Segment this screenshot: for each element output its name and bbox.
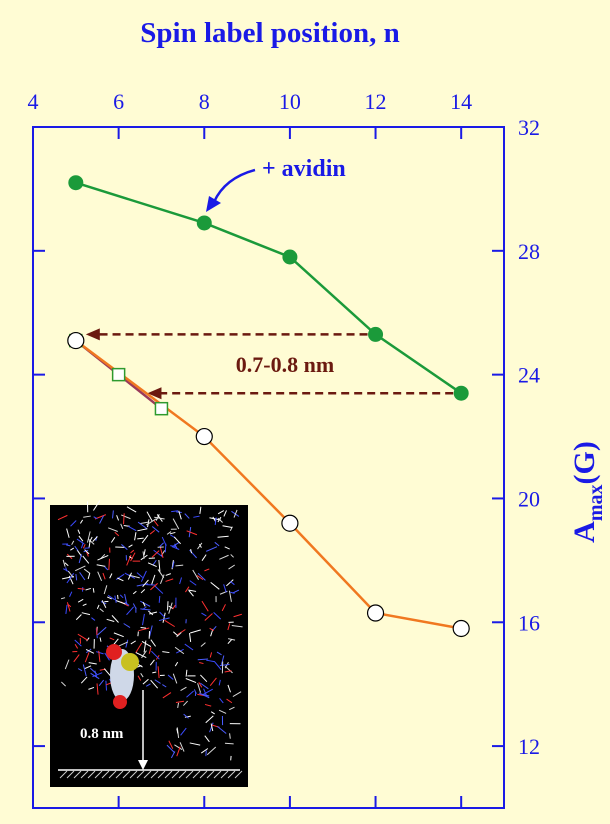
filled-circle-marker — [454, 386, 469, 401]
distance-label: 0.7-0.8 nm — [236, 352, 334, 377]
molecule-bond — [225, 743, 234, 744]
x-tick-label: 10 — [279, 89, 301, 114]
filled-circle-marker — [197, 215, 212, 230]
open-circle-marker — [282, 515, 298, 531]
x-tick-label: 6 — [113, 89, 124, 114]
y-tick-label: 28 — [518, 239, 540, 264]
y-tick-label: 24 — [518, 363, 540, 388]
x-axis-title: Spin label position, n — [140, 17, 400, 49]
open-circle-marker — [368, 605, 384, 621]
molecule-bond — [159, 596, 160, 603]
filled-circle-marker — [282, 250, 297, 265]
x-tick-label: 8 — [199, 89, 210, 114]
page: {"chart_data": {"type": "line", "x_label… — [0, 0, 610, 824]
molecule-bond — [165, 544, 166, 553]
y-tick-label: 32 — [518, 115, 540, 140]
molecule-bond — [109, 559, 110, 570]
avidin-label: + avidin — [262, 156, 346, 182]
open-circle-marker — [196, 429, 212, 445]
spin-label-atom — [121, 653, 139, 671]
open-circle-marker — [68, 333, 84, 349]
molecule-bond — [137, 538, 143, 539]
chart: Spin label position, n Amax(G) 0.8 nm 4 6… — [0, 0, 610, 824]
square-marker — [113, 369, 125, 381]
y-label-suffix: (G) — [568, 441, 601, 484]
molecule-bond — [168, 601, 169, 610]
x-tick-label: 14 — [450, 89, 472, 114]
molecule-bond — [106, 681, 107, 691]
x-tick-label: 12 — [365, 89, 387, 114]
y-tick-label: 16 — [518, 610, 540, 635]
spin-label-atom — [113, 695, 127, 709]
filled-circle-marker — [68, 175, 83, 190]
open-circle-marker — [453, 620, 469, 636]
molecule-bond — [198, 659, 208, 660]
y-tick-label: 20 — [518, 486, 540, 511]
inset-image: 0.8 nm — [50, 501, 248, 787]
filled-circle-marker — [368, 327, 383, 342]
x-tick-label: 4 — [28, 89, 39, 114]
y-label-sub: max — [585, 484, 607, 521]
molecule-bond — [141, 627, 146, 628]
molecule-bond — [124, 513, 125, 524]
molecule-bond — [230, 733, 231, 738]
inset-label: 0.8 nm — [80, 726, 124, 742]
y-label-main: A — [568, 521, 601, 543]
spin-label-atom — [106, 644, 122, 660]
square-marker — [155, 403, 167, 415]
y-tick-label: 12 — [518, 734, 540, 759]
molecule-bond — [146, 585, 156, 586]
